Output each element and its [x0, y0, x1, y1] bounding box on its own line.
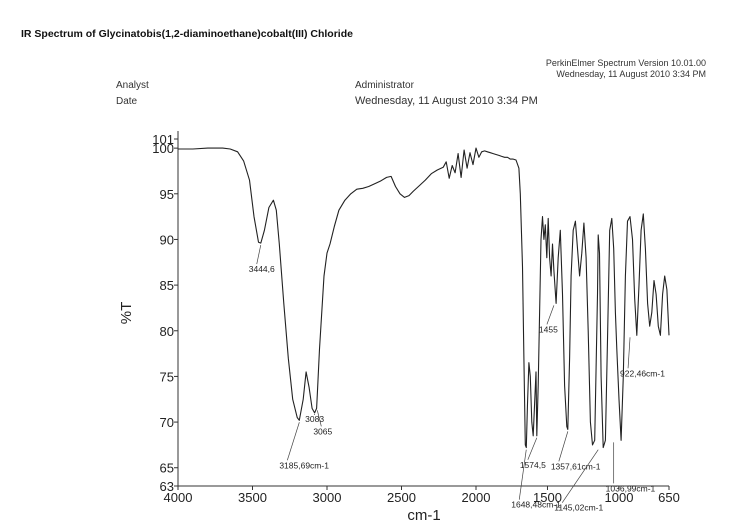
- y-tick-label: 75: [160, 369, 174, 384]
- peak-label: 3444,6: [249, 264, 275, 274]
- analyst-value: Administrator: [355, 80, 414, 91]
- annotation-leader: [527, 437, 538, 460]
- annotation-leader: [518, 449, 527, 500]
- y-tick-label: 100: [152, 141, 174, 156]
- y-tick-label: 80: [160, 324, 174, 339]
- spectrum-line: [178, 147, 670, 449]
- x-tick-label: 3000: [313, 490, 342, 505]
- peak-label: 3083: [305, 414, 324, 424]
- x-tick-label: 1000: [605, 490, 634, 505]
- x-tick-label: 2500: [387, 490, 416, 505]
- annotation-leader: [561, 449, 599, 503]
- peak-label: 3185,69cm-1: [279, 460, 329, 470]
- y-tick-label: 85: [160, 278, 174, 293]
- chart-title: IR Spectrum of Glycinatobis(1,2-diaminoe…: [21, 28, 353, 40]
- peak-label: 1357,61cm-1: [551, 461, 601, 471]
- software-version: PerkinElmer Spectrum Version 10.01.00: [545, 58, 706, 68]
- x-axis-title: cm-1: [407, 507, 440, 524]
- peak-label: 922,46cm-1: [620, 368, 665, 378]
- y-tick-label: 90: [160, 232, 174, 247]
- x-tick-label: 1500: [533, 490, 562, 505]
- peak-annotations: 3444,6 3083 3065 3185,69cm-1 1455 922,46cm-1 1…: [249, 245, 665, 513]
- annotation-leader: [627, 337, 631, 369]
- x-tick-label: 4000: [164, 490, 193, 505]
- y-tick-label: 70: [160, 415, 174, 430]
- x-tick-label: 3500: [238, 490, 267, 505]
- software-date: Wednesday, 11 August 2010 3:34 PM: [556, 69, 706, 79]
- date-value: Wednesday, 11 August 2010 3:34 PM: [355, 95, 538, 107]
- series: [178, 147, 670, 449]
- x-tick-label: 650: [658, 490, 680, 505]
- y-tick-label: 65: [160, 461, 174, 476]
- y-tick-label: 63: [160, 479, 174, 494]
- x-tick-label: 2000: [462, 490, 491, 505]
- peak-label: 1036,99cm-1: [606, 483, 656, 493]
- annotation-leader: [256, 245, 262, 265]
- y-axis-title: %T: [118, 302, 135, 325]
- peak-label: 1574,5: [520, 460, 546, 470]
- annotation-leader: [546, 305, 555, 325]
- annotation-leader: [316, 410, 322, 427]
- peak-label: 1648,48cm-1: [511, 500, 561, 510]
- analyst-label: Analyst: [116, 80, 149, 91]
- peak-label: 1455: [539, 324, 558, 334]
- date-label: Date: [116, 96, 138, 107]
- annotation-leader: [286, 422, 300, 461]
- annotation-leader: [558, 431, 569, 462]
- y-tick-label: 101: [152, 132, 174, 147]
- peak-label: 1145,02cm-1: [554, 503, 603, 513]
- y-tick-label: 95: [160, 187, 174, 202]
- peak-label: 3065: [313, 426, 332, 436]
